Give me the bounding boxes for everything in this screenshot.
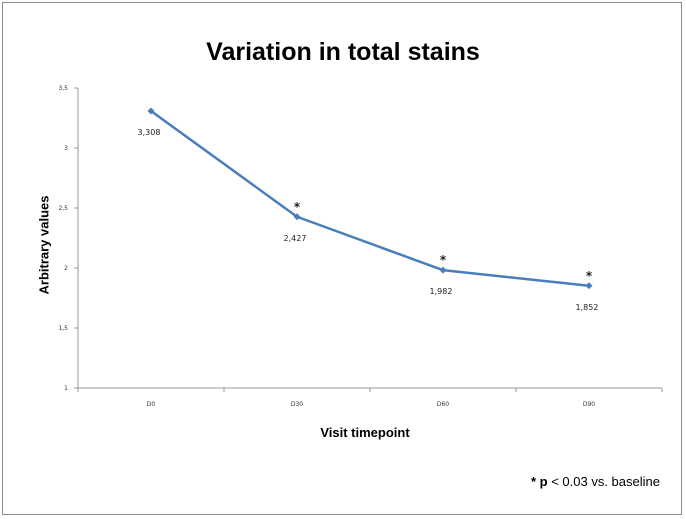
- data-point: [585, 282, 593, 290]
- y-tick-label: 3,5: [58, 85, 68, 92]
- data-point: [293, 213, 301, 221]
- y-tick-label: 2,5: [58, 205, 68, 212]
- y-tick-label: 1: [64, 385, 68, 392]
- footnote: * p < 0.03 vs. baseline: [531, 474, 660, 489]
- footnote-star: *: [530, 474, 540, 489]
- series-line: [150, 110, 590, 288]
- significance-marker: *: [586, 269, 593, 283]
- data-point: [147, 107, 155, 115]
- data-label: 1,852: [576, 303, 599, 312]
- x-tick-label: D0: [147, 401, 156, 408]
- x-tick-label: D30: [291, 401, 303, 408]
- chart-frame: [2, 2, 682, 515]
- significance-marker: *: [440, 253, 447, 267]
- data-label: 3,308: [138, 128, 161, 137]
- x-axis-label: Visit timepoint: [320, 425, 410, 440]
- data-point: [439, 266, 447, 274]
- y-tick-label: 1,5: [58, 325, 68, 332]
- y-tick-label: 2: [64, 265, 68, 272]
- x-tick-label: D90: [583, 401, 595, 408]
- data-label: 1,982: [430, 287, 453, 296]
- significance-marker: *: [294, 200, 301, 214]
- data-label: 2,427: [284, 234, 307, 243]
- footnote-p: p: [539, 474, 548, 489]
- chart-title: Variation in total stains: [206, 38, 480, 66]
- footnote-text: < 0.03 vs. baseline: [547, 474, 660, 489]
- x-tick-label: D60: [437, 401, 449, 408]
- y-tick-label: 3: [64, 145, 68, 152]
